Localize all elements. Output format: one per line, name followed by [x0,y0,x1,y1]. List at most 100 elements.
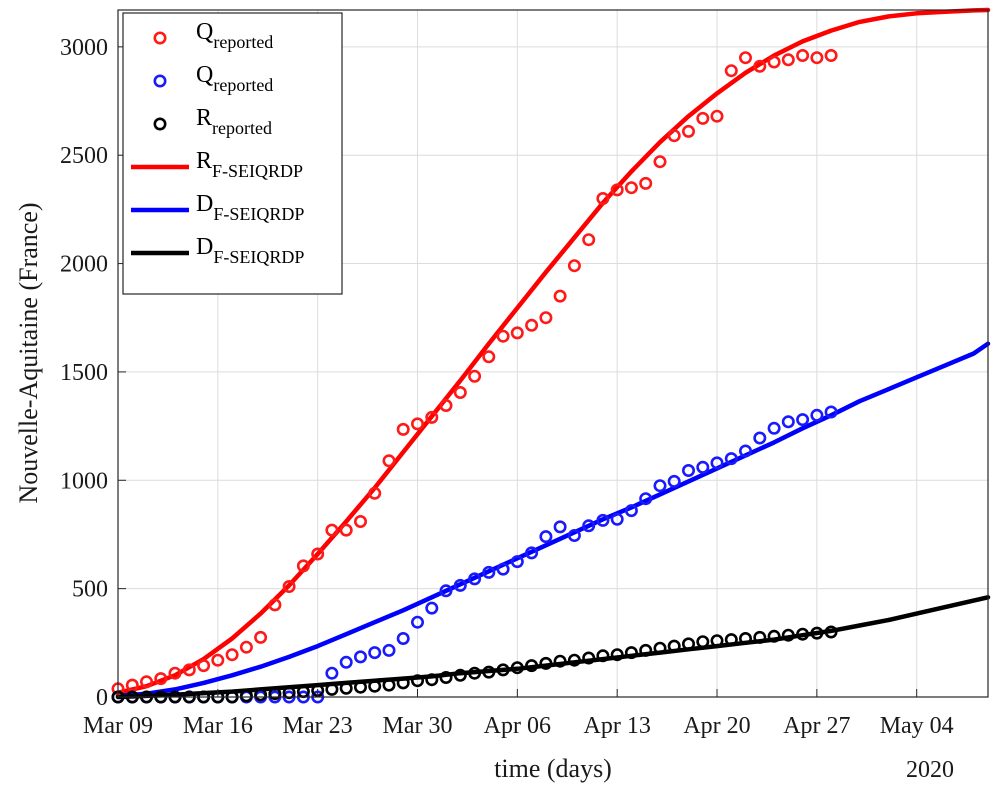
data-point-series-0 [582,233,596,247]
data-point-series-1 [610,512,624,526]
data-point-series-2 [724,633,738,647]
data-point-series-1 [382,643,396,657]
data-point-series-1 [339,655,353,669]
data-point-series-2 [325,682,339,696]
data-point-series-1 [653,479,667,493]
legend-marker-swatch [153,74,167,88]
data-point-series-0 [796,48,810,62]
data-point-series-1 [624,504,638,518]
data-point-series-2 [753,630,767,644]
data-point-series-1 [667,474,681,488]
data-point-series-0 [553,289,567,303]
data-point-series-2 [353,680,367,694]
data-point-series-0 [453,385,467,399]
data-point-series-2 [254,688,268,702]
data-point-series-0 [639,176,653,190]
data-point-series-2 [496,663,510,677]
data-point-series-2 [567,653,581,667]
data-point-series-0 [268,598,282,612]
series-line-5 [115,595,991,700]
data-point-series-2 [653,641,667,655]
y-axis-ticks: 0 500 1000 1500 2000 2500 3000 [60,35,126,711]
data-point-series-1 [468,572,482,586]
data-point-series-0 [781,53,795,67]
data-point-series-1 [553,520,567,534]
data-point-series-2 [824,625,838,639]
data-point-series-2 [439,670,453,684]
legend-entry-subscript: F-SEIQRDP [212,161,303,181]
data-point-series-2 [382,678,396,692]
legend-entry-main: D [196,191,213,217]
data-point-series-1 [696,460,710,474]
legend-marker-swatch [153,117,167,131]
data-point-series-0 [667,129,681,143]
data-point-series-1 [796,413,810,427]
y-tick-label: 500 [72,577,108,603]
data-point-series-0 [396,422,410,436]
series-line-4 [115,341,991,699]
legend-entry-label: Qreported [196,19,273,52]
data-point-series-0 [753,59,767,73]
data-point-series-2 [553,654,567,668]
data-point-series-1 [767,421,781,435]
data-point-series-0 [510,326,524,340]
data-point-series-0 [296,559,310,573]
data-point-series-1 [639,492,653,506]
y-tick-label: 1000 [60,468,108,494]
data-point-series-0 [368,486,382,500]
x-tick-label: May 04 [880,713,954,739]
data-point-series-0 [239,640,253,654]
data-point-series-0 [225,648,239,662]
legend-entry-main: Q [196,19,213,45]
data-point-series-2 [596,649,610,663]
legend-entry-label: Qreported [196,62,273,95]
data-point-series-2 [738,631,752,645]
legend-entry-subscript: reported [213,75,273,95]
data-point-series-1 [496,562,510,576]
data-point-series-2 [624,646,638,660]
data-point-series-1 [567,528,581,542]
legend: QreportedQreportedRreportedRF-SEIQRDPDF-… [122,12,343,295]
data-point-series-0 [211,653,225,667]
data-point-series-0 [610,183,624,197]
legend-entry-subscript: reported [213,32,273,52]
y-tick-label: 2000 [60,252,108,278]
data-point-series-1 [368,646,382,660]
data-point-series-0 [724,64,738,78]
data-point-series-1 [510,555,524,569]
legend-entry-subscript: F-SEIQRDP [213,247,304,267]
data-point-series-1 [539,530,553,544]
data-point-series-1 [439,584,453,598]
data-point-series-0 [154,672,168,686]
y-tick-label: 0 [96,685,108,711]
x-tick-label: Apr 20 [683,713,750,739]
legend-entry-label: DF-SEIQRDP [196,234,304,267]
legend-entry-label: Rreported [196,105,272,138]
data-point-series-2 [410,674,424,688]
data-point-series-2 [781,628,795,642]
data-point-series-2 [453,668,467,682]
data-point-series-0 [197,659,211,673]
data-point-series-0 [254,630,268,644]
data-point-series-2 [810,626,824,640]
data-point-series-0 [767,55,781,69]
data-point-series-0 [596,192,610,206]
data-point-series-1 [824,405,838,419]
data-point-series-1 [525,546,539,560]
data-point-series-1 [753,431,767,445]
data-point-series-0 [624,181,638,195]
legend-box [122,12,343,295]
legend-marker-swatch [153,31,167,45]
data-point-series-2 [268,687,282,701]
legend-entry-label: DF-SEIQRDP [196,191,304,224]
data-point-series-0 [410,417,424,431]
data-point-series-1 [781,415,795,429]
data-point-series-2 [582,651,596,665]
data-point-series-0 [567,259,581,273]
data-point-series-2 [368,679,382,693]
data-point-series-2 [539,656,553,670]
data-point-series-1 [396,631,410,645]
data-point-series-1 [353,650,367,664]
data-point-series-2 [425,673,439,687]
